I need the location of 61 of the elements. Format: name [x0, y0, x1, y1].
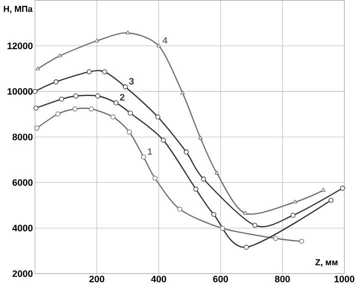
- x-tick-label: 200: [89, 276, 104, 282]
- point: [292, 200, 298, 204]
- y-tick-label: 2000: [12, 270, 33, 277]
- point: [126, 30, 130, 34]
- y-tick-label: 6000: [12, 179, 33, 186]
- point: [88, 106, 94, 112]
- point: [54, 79, 59, 84]
- point: [55, 112, 60, 116]
- point: [340, 186, 345, 191]
- series-label: 4: [162, 37, 168, 44]
- point: [155, 114, 160, 120]
- point: [211, 212, 216, 217]
- point: [102, 69, 108, 74]
- point: [243, 210, 248, 215]
- point: [128, 110, 133, 116]
- point: [32, 88, 38, 94]
- point: [290, 212, 296, 218]
- series-label: 1: [148, 148, 152, 155]
- point: [58, 53, 62, 58]
- x-tick-label: 600: [213, 276, 228, 282]
- point: [72, 106, 78, 112]
- x-tick-label: 800: [274, 276, 290, 282]
- point: [184, 150, 189, 154]
- point: [299, 238, 304, 244]
- point: [33, 106, 38, 111]
- point: [73, 94, 78, 98]
- point: [214, 170, 220, 175]
- y-tick-label: 10000: [8, 88, 33, 95]
- y-tick-label: 4000: [12, 224, 33, 232]
- point: [220, 226, 225, 231]
- point: [59, 96, 64, 102]
- point: [177, 206, 182, 212]
- point: [86, 69, 92, 74]
- point: [321, 188, 326, 192]
- point: [328, 198, 334, 203]
- point: [201, 176, 206, 182]
- x-tick-label: 400: [151, 276, 166, 282]
- point: [252, 222, 258, 228]
- point: [141, 154, 146, 160]
- point: [160, 138, 166, 143]
- point: [122, 84, 128, 90]
- point: [94, 38, 100, 42]
- point: [34, 126, 40, 131]
- point: [198, 136, 203, 140]
- point: [95, 94, 100, 98]
- point: [244, 244, 249, 250]
- point: [193, 186, 198, 192]
- point: [126, 130, 132, 134]
- x-tick-label: 1000: [334, 276, 354, 282]
- point: [114, 100, 119, 106]
- point: [152, 176, 158, 181]
- y-tick-label: 12000: [8, 42, 33, 50]
- x-axis-title: Z, мм: [315, 259, 338, 267]
- series-label: 2: [120, 94, 124, 101]
- point: [156, 43, 161, 48]
- y-tick-label: 8000: [12, 134, 33, 140]
- point: [110, 114, 116, 120]
- point: [273, 236, 278, 241]
- point: [180, 90, 185, 94]
- series-label: 3: [129, 78, 134, 85]
- y-axis-title: H, МПа: [4, 6, 33, 14]
